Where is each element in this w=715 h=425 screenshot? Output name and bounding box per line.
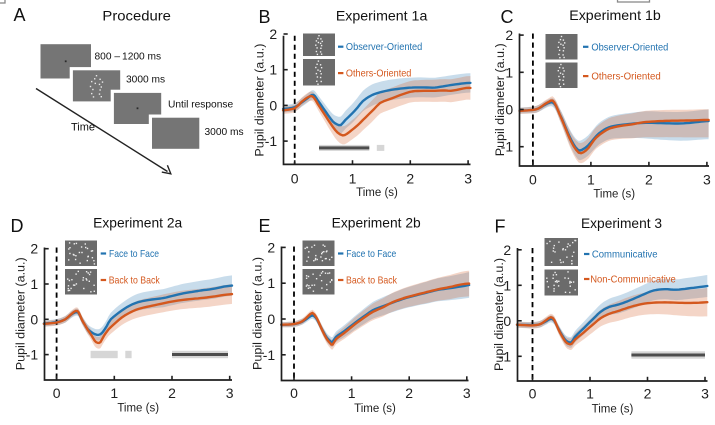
svg-text:0: 0 — [291, 171, 299, 187]
svg-text:Experiment 2b: Experiment 2b — [332, 216, 421, 231]
svg-text:Pupil diameter (a.u.): Pupil diameter (a.u.) — [255, 43, 267, 156]
svg-text:Back to Back: Back to Back — [346, 275, 398, 287]
svg-text:E: E — [258, 216, 270, 236]
svg-text:3: 3 — [703, 172, 711, 188]
svg-text:Until response: Until response — [168, 99, 233, 110]
svg-text:0: 0 — [529, 172, 537, 188]
svg-text:2: 2 — [168, 385, 176, 401]
svg-text:Pupil diameter (a.u.): Pupil diameter (a.u.) — [495, 43, 507, 156]
svg-text:1: 1 — [30, 276, 38, 292]
svg-text:1: 1 — [267, 275, 275, 291]
svg-text:2: 2 — [644, 385, 652, 401]
svg-text:Time: Time — [71, 121, 95, 133]
svg-text:1: 1 — [586, 385, 594, 401]
svg-text:1: 1 — [587, 172, 595, 188]
svg-text:0: 0 — [53, 385, 61, 401]
svg-text:Pupil diameter (a.u.): Pupil diameter (a.u.) — [16, 257, 28, 370]
svg-text:2: 2 — [406, 171, 414, 187]
svg-text:-1: -1 — [265, 133, 278, 149]
svg-text:3000 ms: 3000 ms — [126, 74, 165, 85]
svg-text:1: 1 — [348, 385, 356, 401]
svg-text:2: 2 — [269, 26, 277, 42]
svg-text:F: F — [495, 217, 506, 237]
svg-text:Time (s): Time (s) — [593, 189, 635, 201]
svg-text:Communicative: Communicative — [592, 249, 658, 261]
svg-text:1: 1 — [110, 385, 118, 401]
svg-text:2: 2 — [645, 172, 653, 188]
svg-text:-1: -1 — [263, 347, 276, 363]
svg-text:Experiment 3: Experiment 3 — [581, 216, 662, 231]
svg-text:Experiment 1a: Experiment 1a — [336, 9, 428, 24]
svg-text:Pupil diameter (a.u.): Pupil diameter (a.u.) — [253, 257, 265, 370]
svg-text:Face to Face: Face to Face — [109, 248, 159, 260]
svg-text:0: 0 — [503, 313, 511, 329]
svg-text:Time (s): Time (s) — [592, 404, 634, 416]
svg-text:0: 0 — [30, 311, 38, 327]
svg-text:Others-Oriented: Others-Oriented — [346, 68, 412, 80]
svg-text:3000 ms: 3000 ms — [205, 127, 244, 138]
svg-text:1: 1 — [503, 277, 511, 293]
svg-text:1: 1 — [505, 64, 513, 80]
svg-text:0: 0 — [290, 385, 298, 401]
svg-text:2: 2 — [405, 385, 413, 401]
svg-text:Experiment 2a: Experiment 2a — [93, 215, 182, 230]
svg-text:2: 2 — [267, 239, 275, 255]
svg-text:A: A — [13, 5, 25, 25]
svg-text:Experiment 1b: Experiment 1b — [569, 8, 661, 23]
svg-text:-1: -1 — [501, 139, 514, 155]
svg-text:Observer-Oriented: Observer-Oriented — [591, 41, 668, 53]
svg-text:Observer-Oriented: Observer-Oriented — [346, 41, 423, 53]
svg-text:3: 3 — [464, 171, 472, 187]
svg-text:-1: -1 — [26, 347, 39, 363]
svg-text:Non-Communicative: Non-Communicative — [590, 274, 676, 286]
svg-text:800 – 1200 ms: 800 – 1200 ms — [95, 52, 162, 63]
svg-text:Procedure: Procedure — [102, 9, 171, 24]
svg-text:-1: -1 — [499, 348, 512, 364]
svg-text:2: 2 — [503, 242, 511, 258]
svg-text:2: 2 — [505, 27, 513, 43]
svg-text:Time (s): Time (s) — [356, 187, 398, 199]
svg-text:D: D — [11, 216, 24, 236]
svg-text:Time (s): Time (s) — [354, 403, 396, 415]
svg-text:3: 3 — [463, 385, 471, 401]
svg-text:3: 3 — [701, 385, 709, 401]
svg-text:B: B — [258, 7, 270, 27]
svg-text:Back to Back: Back to Back — [109, 275, 161, 287]
svg-text:Time (s): Time (s) — [117, 403, 159, 415]
svg-text:0: 0 — [267, 311, 275, 327]
svg-text:1: 1 — [349, 171, 357, 187]
svg-text:Others-Oriented: Others-Oriented — [591, 71, 660, 83]
svg-text:Face to Face: Face to Face — [346, 248, 396, 260]
svg-text:0: 0 — [269, 97, 277, 113]
svg-text:C: C — [501, 7, 514, 27]
svg-text:0: 0 — [529, 385, 537, 401]
svg-text:3: 3 — [226, 385, 234, 401]
svg-text:Pupil diameter (a.u.): Pupil diameter (a.u.) — [494, 258, 506, 371]
svg-text:1: 1 — [269, 62, 277, 78]
svg-text:0: 0 — [505, 102, 513, 118]
svg-text:2: 2 — [30, 241, 38, 257]
